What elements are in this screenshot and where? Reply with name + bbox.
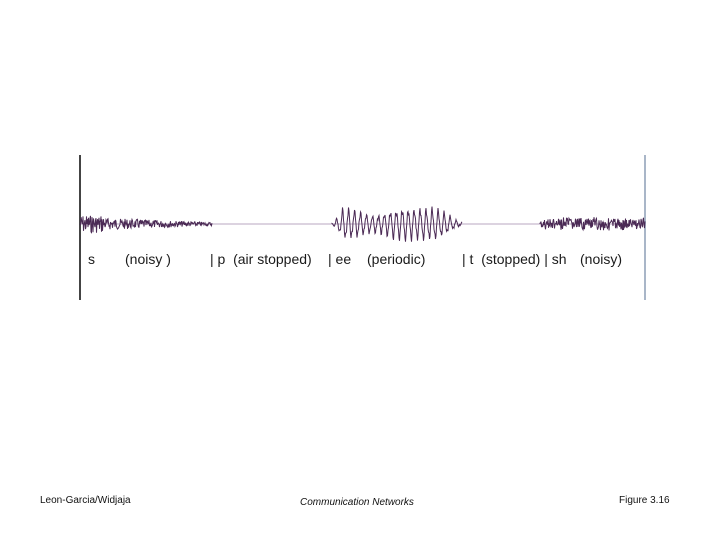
label-noisy-2: (noisy): [580, 251, 623, 267]
noise-segment-s: [79, 215, 213, 234]
periodic-segment-ee: [331, 206, 463, 242]
noise-segment-sh: [539, 216, 646, 232]
footer-author: Leon-Garcia/Widjaja: [40, 495, 131, 506]
frame-left-line: [79, 155, 81, 300]
footer-figure-number: Figure 3.16: [619, 495, 670, 506]
label-periodic: (periodic): [367, 251, 426, 267]
label-ee: | ee: [328, 251, 352, 267]
label-t-sh: | t (stopped) | sh: [462, 251, 567, 267]
label-p-air-stopped: | p (air stopped): [210, 251, 312, 267]
footer-book-title: Communication Networks: [300, 497, 414, 508]
label-noisy-1: (noisy ): [125, 251, 171, 267]
label-s: s: [88, 251, 95, 267]
